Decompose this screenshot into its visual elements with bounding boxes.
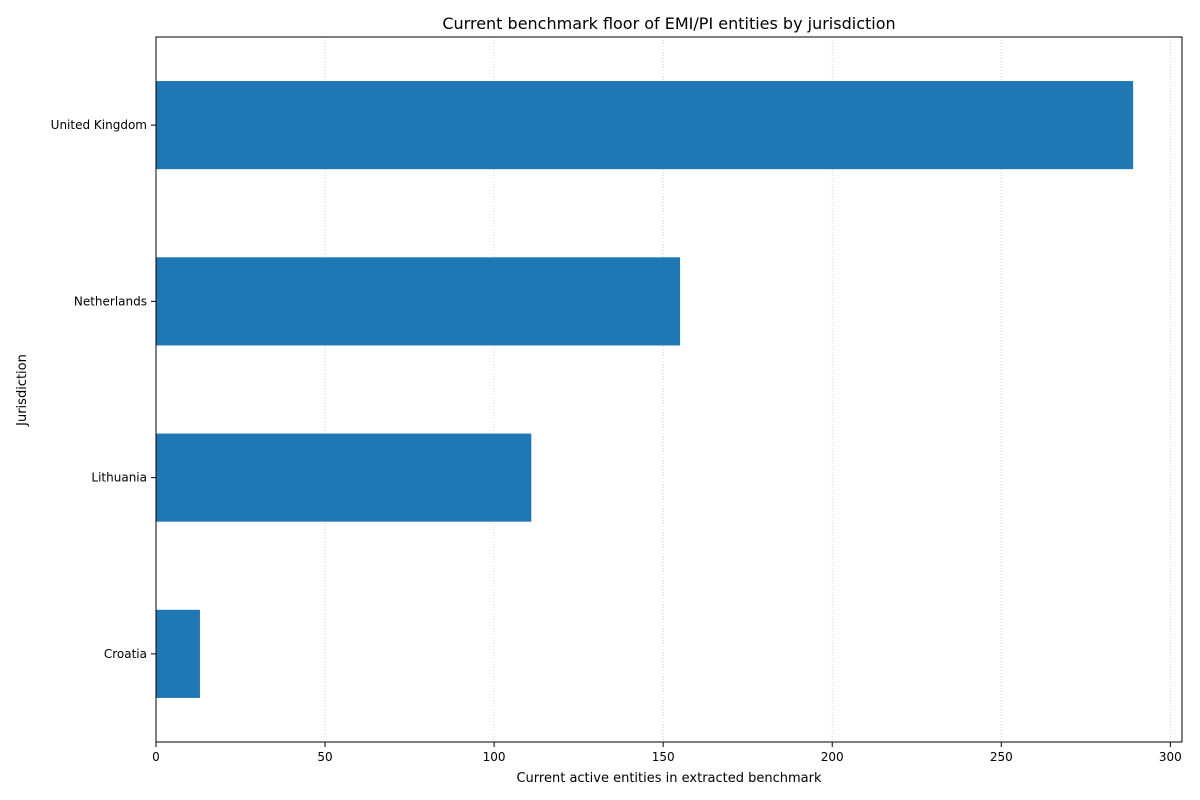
bars <box>156 81 1134 698</box>
x-tick-label: 200 <box>821 750 844 764</box>
x-tick-label: 150 <box>652 750 675 764</box>
bar-lithuania <box>156 433 532 522</box>
y-tick-label: United Kingdom <box>51 118 147 132</box>
y-tick-label: Lithuania <box>91 471 147 485</box>
plot-frame <box>155 36 1183 743</box>
bar-croatia <box>156 609 200 698</box>
y-tick-label: Croatia <box>104 647 147 661</box>
x-tick-label: 0 <box>152 750 160 764</box>
chart-title: Current benchmark floor of EMI/PI entiti… <box>442 14 895 33</box>
x-axis-label: Current active entities in extracted ben… <box>516 771 821 786</box>
bar-netherlands <box>156 257 681 346</box>
x-axis-ticks: 0 50 100 150 200 250 300 <box>152 742 1182 764</box>
bar-united-kingdom <box>156 81 1134 170</box>
y-axis-ticks: Croatia Lithuania Netherlands United Kingdo… <box>51 118 156 661</box>
y-tick-label: Netherlands <box>74 294 147 308</box>
x-tick-label: 250 <box>990 750 1013 764</box>
x-tick-label: 100 <box>483 750 506 764</box>
y-axis-label: Jurisdiction <box>15 354 30 427</box>
x-tick-label: 300 <box>1159 750 1182 764</box>
x-tick-label: 50 <box>317 750 332 764</box>
